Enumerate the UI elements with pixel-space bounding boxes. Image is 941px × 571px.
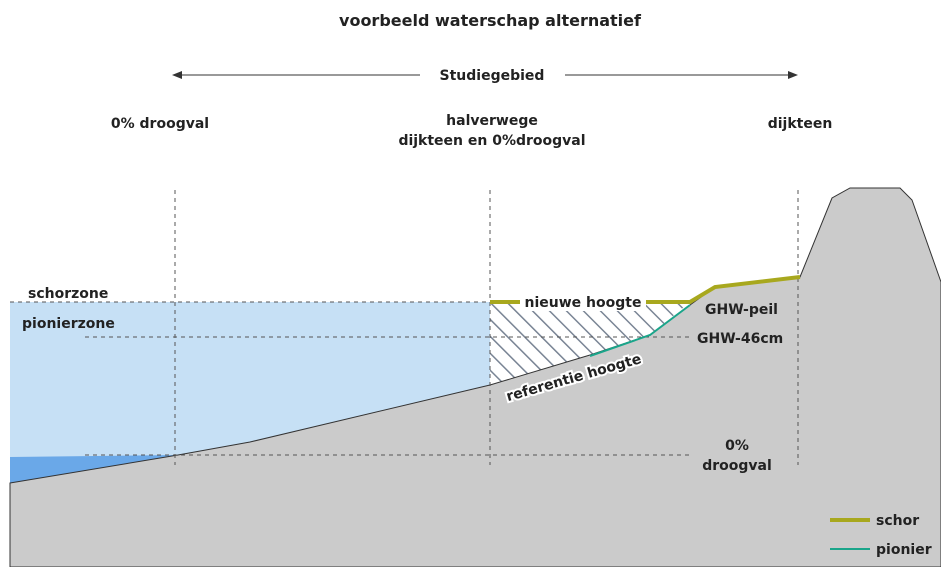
arrowhead xyxy=(172,71,182,79)
hatched-area xyxy=(490,302,690,385)
title: voorbeeld waterschap alternatief xyxy=(339,11,642,30)
legend-label: schor xyxy=(876,513,919,529)
column-label: dijkteen xyxy=(768,116,833,132)
label-bg xyxy=(520,294,646,311)
new-height: nieuwe hoogte xyxy=(525,295,642,311)
dry-label: droogval xyxy=(702,458,772,474)
study-area: Studiegebied xyxy=(440,68,545,84)
pionier-line xyxy=(589,304,691,357)
column-label: dijkteen en 0%droogval xyxy=(398,133,585,149)
column-label: halverwege xyxy=(446,113,538,129)
column-label: 0% droogval xyxy=(111,116,209,132)
zone-label: pionierzone xyxy=(22,316,115,332)
legend-label: pionier xyxy=(876,542,932,558)
water xyxy=(10,302,490,483)
ghw-label: GHW-peil xyxy=(705,302,778,318)
zone-label: schorzone xyxy=(28,286,108,302)
dry-label: 0% xyxy=(725,438,749,454)
arrowhead xyxy=(788,71,798,79)
ghw46-label: GHW-46cm xyxy=(697,331,783,347)
